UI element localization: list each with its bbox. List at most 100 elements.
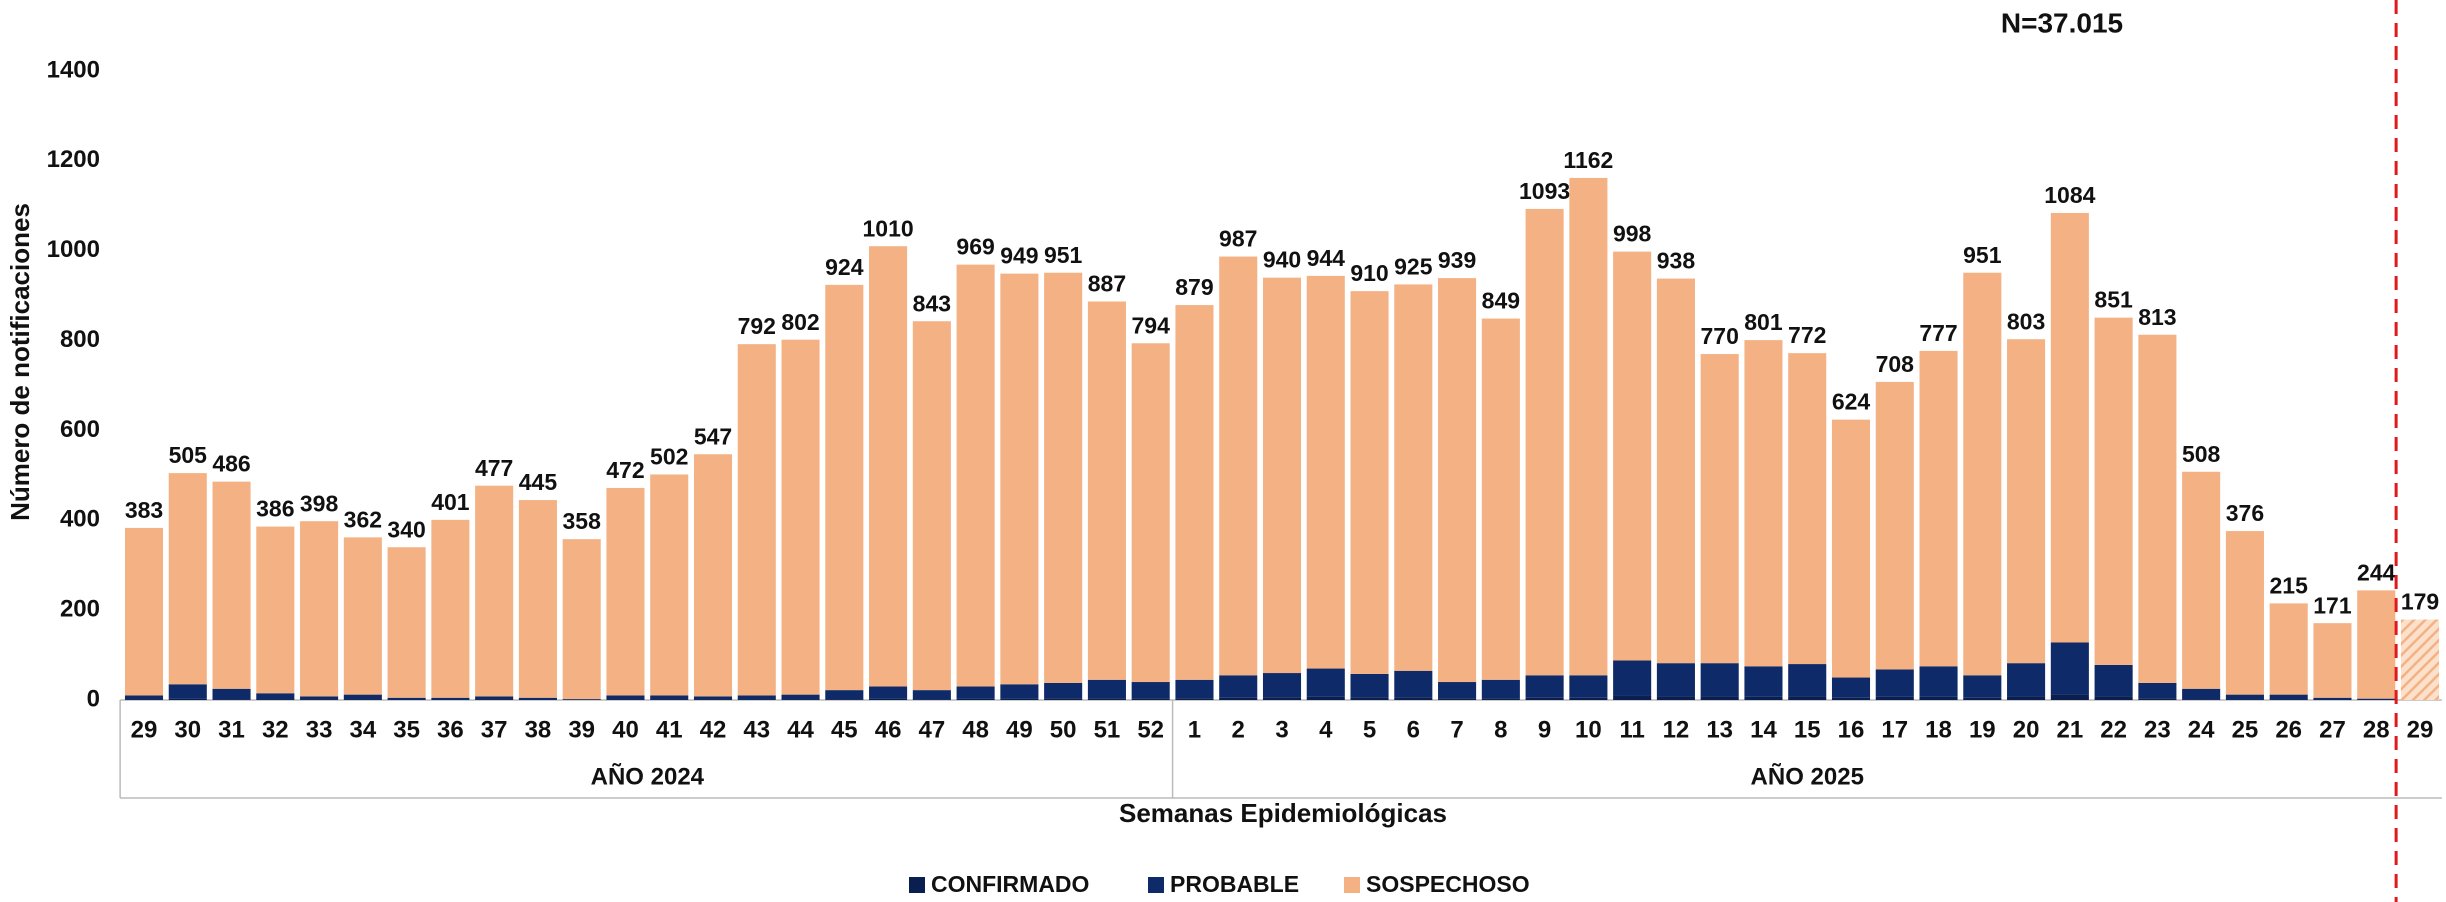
total-label: 486 xyxy=(212,451,250,477)
x-tick-label: 29 xyxy=(2407,716,2434,743)
legend-swatch xyxy=(1344,877,1360,893)
total-label: 987 xyxy=(1219,226,1257,252)
x-tick-label: 37 xyxy=(481,716,508,743)
x-tick-label: 13 xyxy=(1706,716,1733,743)
x-tick-label: 8 xyxy=(1494,716,1507,743)
bar-segment xyxy=(1262,697,1302,700)
total-label: 472 xyxy=(606,457,644,483)
bar-segment xyxy=(1569,675,1608,698)
legend-label: CONFIRMADO xyxy=(931,871,1089,897)
bar-segment xyxy=(562,699,601,700)
bar-segment xyxy=(1306,275,1345,669)
x-tick-label: 32 xyxy=(262,716,289,743)
total-label: 777 xyxy=(1919,320,1957,346)
bar-segment xyxy=(1394,697,1433,700)
bar-segment xyxy=(956,698,995,700)
x-tick-label: 14 xyxy=(1750,716,1777,743)
bar-segment xyxy=(1831,697,1871,700)
x-tick-label: 34 xyxy=(349,716,376,743)
bar-segment xyxy=(869,698,908,700)
bar-segment xyxy=(781,694,820,700)
bar-segment xyxy=(2313,623,2352,698)
x-tick-label: 3 xyxy=(1275,716,1288,743)
bar-segment xyxy=(1831,419,1871,678)
bar-segment xyxy=(869,686,908,699)
total-label: 849 xyxy=(1482,288,1520,314)
x-tick-label: 44 xyxy=(787,716,814,743)
bar-segment xyxy=(212,481,251,689)
group-label: AÑO 2025 xyxy=(1751,762,1864,790)
x-tick-label: 52 xyxy=(1137,716,1164,743)
bar-segment xyxy=(1438,698,1477,700)
bar-segment xyxy=(212,699,251,700)
total-label: 951 xyxy=(1963,242,2002,268)
bar-segment xyxy=(1569,177,1608,676)
total-label: 770 xyxy=(1701,323,1739,349)
total-label: 887 xyxy=(1088,271,1126,297)
bar-segment xyxy=(2225,694,2264,700)
bar-segment xyxy=(2094,696,2133,700)
x-tick-label: 11 xyxy=(1619,716,1644,743)
bar-segment xyxy=(1613,660,1652,696)
bar-segment xyxy=(1350,673,1389,698)
x-tick-label: 29 xyxy=(131,716,158,743)
bar-segment xyxy=(475,696,514,700)
total-label: 940 xyxy=(1263,247,1301,273)
bar-segment xyxy=(825,699,864,700)
total-label: 445 xyxy=(519,469,558,495)
bar-segment xyxy=(650,474,689,696)
bar-segment xyxy=(1175,679,1214,699)
total-label: 398 xyxy=(300,490,339,516)
x-tick-label: 5 xyxy=(1363,716,1376,743)
x-tick-label: 35 xyxy=(393,716,420,743)
bar-segment xyxy=(956,686,995,699)
bar-segment xyxy=(2269,603,2308,695)
bar-segment xyxy=(1788,353,1827,665)
total-label: 376 xyxy=(2226,500,2264,526)
y-tick-label: 400 xyxy=(60,506,100,533)
total-label: 383 xyxy=(125,497,163,523)
legend-label: SOSPECHOSO xyxy=(1366,871,1530,897)
bar-segment xyxy=(737,695,776,700)
bar-segment xyxy=(2357,698,2396,700)
bar-segment xyxy=(606,487,645,696)
bar-segment xyxy=(2182,688,2221,700)
bar-segment xyxy=(781,339,820,695)
x-tick-label: 48 xyxy=(962,716,989,743)
bar-segment xyxy=(124,695,164,700)
x-tick-label: 33 xyxy=(306,716,333,743)
bar-segment xyxy=(2094,664,2133,697)
x-tick-label: 7 xyxy=(1450,716,1463,743)
group-label: AÑO 2024 xyxy=(591,762,705,790)
bar-segment xyxy=(606,695,645,700)
total-label: 358 xyxy=(563,508,602,534)
bar-segment xyxy=(1481,698,1520,700)
bar-segment xyxy=(1044,272,1083,683)
x-tick-label: 9 xyxy=(1538,716,1551,743)
bar-segment xyxy=(825,690,864,700)
bar-segment xyxy=(693,696,733,700)
bar-segment xyxy=(2400,619,2440,700)
bar-segment xyxy=(1087,301,1126,680)
total-label: 843 xyxy=(913,290,951,316)
legend-swatch xyxy=(909,877,925,893)
x-tick-label: 24 xyxy=(2188,716,2215,743)
total-label: 949 xyxy=(1000,243,1038,269)
bar-segment xyxy=(1350,697,1389,700)
bar-segment xyxy=(2269,694,2308,700)
x-axis-title: Semanas Epidemiológicas xyxy=(1119,798,1447,828)
bar-segment xyxy=(1087,698,1126,700)
x-tick-label: 50 xyxy=(1050,716,1077,743)
bar-segment xyxy=(168,473,207,685)
total-label: 910 xyxy=(1350,260,1388,286)
bar-segment xyxy=(2182,699,2221,700)
x-tick-label: 36 xyxy=(437,716,464,743)
total-label: 939 xyxy=(1438,247,1476,273)
total-label: 1093 xyxy=(1519,178,1570,204)
bar-segment xyxy=(1919,696,1958,700)
bar-segment xyxy=(1700,696,1739,700)
total-label: 925 xyxy=(1394,253,1433,279)
x-tick-label: 2 xyxy=(1232,716,1245,743)
bar-segment xyxy=(1613,251,1652,661)
